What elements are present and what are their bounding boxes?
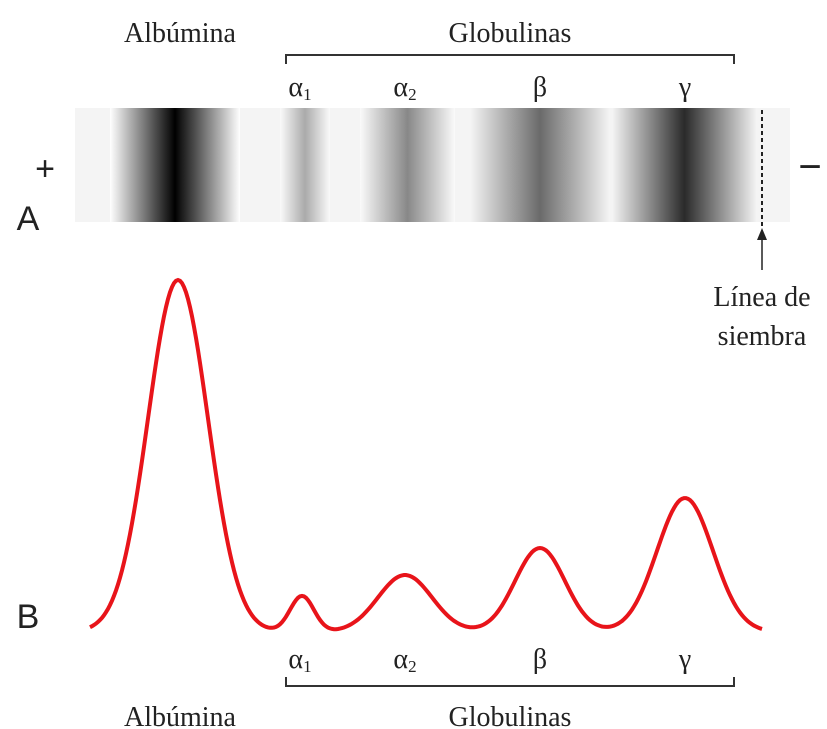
band (280, 108, 330, 222)
band (360, 108, 455, 222)
fraction-label: α1 (288, 644, 311, 676)
arrow-head (757, 228, 767, 240)
fraction-label: γ (678, 72, 691, 103)
fraction-label: α1 (288, 72, 311, 104)
fraction-label: γ (678, 644, 691, 675)
globulins-label: Globulinas (449, 18, 572, 49)
fraction-label: α2 (393, 644, 416, 676)
globulins-label: Globulinas (449, 702, 572, 729)
fraction-label: β (533, 644, 547, 675)
band (612, 108, 757, 222)
bracket (285, 677, 735, 687)
albumin-label: Albúmina (124, 18, 237, 49)
bracket (285, 54, 735, 64)
albumin-label: Albúmina (124, 702, 237, 729)
seeding-line-label: Línea de (713, 282, 810, 313)
panel-label: B (17, 598, 40, 636)
pole-negative: − (798, 145, 821, 189)
fraction-label: β (533, 72, 547, 103)
band (470, 108, 610, 222)
panel-label: A (17, 200, 40, 238)
seeding-line-label: siembra (718, 321, 807, 352)
band (110, 108, 240, 222)
pole-positive: + (35, 150, 55, 188)
profile-curve (89, 277, 763, 632)
fraction-label: α2 (393, 72, 416, 104)
